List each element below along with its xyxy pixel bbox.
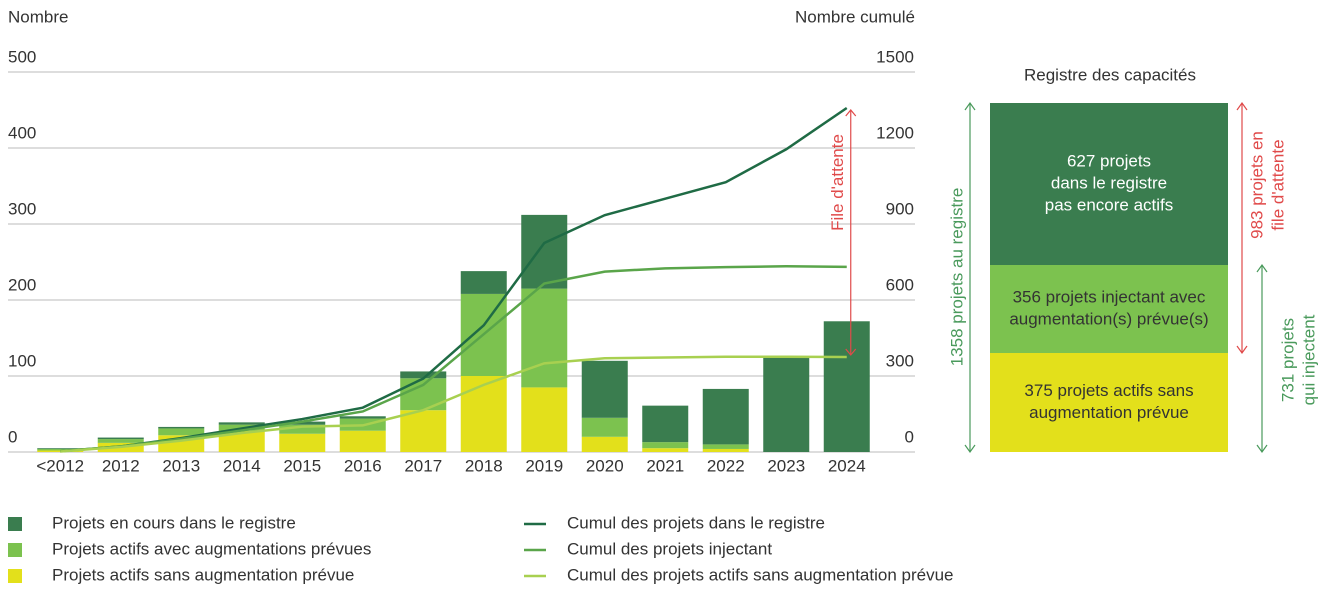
register-block bbox=[990, 103, 1228, 265]
legend-label: Cumul des projets actifs sans augmentati… bbox=[567, 565, 953, 584]
bar-segment bbox=[702, 444, 749, 449]
bar-segment bbox=[400, 371, 447, 379]
cumulative-line bbox=[60, 265, 847, 453]
bar-segment bbox=[642, 442, 689, 449]
bar-segment bbox=[37, 448, 84, 449]
bar-segment bbox=[642, 405, 689, 443]
bar-segment bbox=[339, 416, 386, 419]
bracket-label: qui injectent bbox=[1299, 314, 1318, 405]
y-tick-label: 300 bbox=[8, 199, 36, 218]
legend-swatch bbox=[8, 517, 22, 531]
legend-swatch bbox=[8, 569, 22, 583]
x-tick-label: 2018 bbox=[465, 456, 503, 475]
y-tick-label: 400 bbox=[8, 123, 36, 142]
register-text: dans le registre bbox=[1051, 173, 1167, 192]
bar-segment bbox=[642, 448, 689, 452]
bar-segment bbox=[521, 288, 568, 388]
x-tick-label: 2015 bbox=[283, 456, 321, 475]
register-text: augmentation prévue bbox=[1029, 403, 1189, 422]
register-text: augmentation(s) prévue(s) bbox=[1009, 309, 1208, 328]
bar-segment bbox=[279, 424, 326, 434]
y2-tick-label: 300 bbox=[886, 351, 914, 370]
bar-segment bbox=[218, 430, 265, 452]
bar-segment bbox=[521, 387, 568, 452]
y2-tick-label: 1500 bbox=[876, 47, 914, 66]
bracket-label: file d'attente bbox=[1268, 139, 1287, 230]
bar-segment bbox=[581, 417, 628, 437]
x-tick-label: 2017 bbox=[404, 456, 442, 475]
arrow-head bbox=[964, 101, 976, 454]
bar-segment bbox=[702, 448, 749, 452]
register-text: 356 projets injectant avec bbox=[1013, 287, 1206, 306]
legend-label: Projets actifs sans augmentation prévue bbox=[52, 565, 354, 584]
y-tick-label: 500 bbox=[8, 47, 36, 66]
bar-segment bbox=[823, 321, 870, 452]
bar-segment bbox=[97, 437, 144, 440]
register-block bbox=[990, 265, 1228, 353]
bracket-label: 731 projets bbox=[1278, 318, 1297, 402]
bar-segment bbox=[581, 360, 628, 418]
y2-tick-label: 600 bbox=[886, 275, 914, 294]
legend-swatch bbox=[8, 543, 22, 557]
bar-segment bbox=[460, 271, 507, 294]
panel-title: Registre des capacités bbox=[1024, 65, 1196, 84]
register-text: pas encore actifs bbox=[1045, 195, 1174, 214]
x-tick-label: 2012 bbox=[102, 456, 140, 475]
legend-label: Cumul des projets injectant bbox=[567, 539, 772, 558]
x-tick-label: 2014 bbox=[223, 456, 261, 475]
y2-tick-label: 0 bbox=[905, 427, 914, 446]
bar-segment bbox=[339, 430, 386, 452]
legend-label: Cumul des projets dans le registre bbox=[567, 513, 825, 532]
y-tick-label: 100 bbox=[8, 351, 36, 370]
y2-tick-label: 900 bbox=[886, 199, 914, 218]
register-text: 375 projets actifs sans bbox=[1024, 381, 1193, 400]
x-tick-label: 2023 bbox=[767, 456, 805, 475]
arrow-head bbox=[1256, 263, 1268, 454]
legend-label: Projets actifs avec augmentations prévue… bbox=[52, 539, 371, 558]
bar-segment bbox=[158, 428, 205, 436]
x-tick-label: 2020 bbox=[586, 456, 624, 475]
annotation: File d'attente bbox=[828, 134, 847, 231]
bracket-label: 983 projets en bbox=[1247, 131, 1266, 239]
legend-label: Projets en cours dans le registre bbox=[52, 513, 296, 532]
arrow-head bbox=[1236, 101, 1248, 355]
bar-segment bbox=[460, 376, 507, 452]
x-tick-label: 2021 bbox=[646, 456, 684, 475]
bar-segment bbox=[279, 421, 326, 425]
y-tick-label: 0 bbox=[8, 427, 17, 446]
register-text: 627 projets bbox=[1067, 151, 1151, 170]
arrow-head bbox=[845, 109, 857, 356]
bar-segment bbox=[158, 426, 205, 429]
x-tick-label: 2013 bbox=[162, 456, 200, 475]
bar-segment bbox=[97, 439, 144, 443]
bar-segment bbox=[763, 356, 810, 452]
x-tick-label: 2024 bbox=[828, 456, 866, 475]
register-block bbox=[990, 353, 1228, 452]
bar-segment bbox=[279, 433, 326, 452]
x-tick-label: 2019 bbox=[525, 456, 563, 475]
bracket-label: 1358 projets au registre bbox=[947, 188, 966, 367]
bar-segment bbox=[400, 410, 447, 452]
bar-segment bbox=[218, 422, 265, 425]
bar-segment bbox=[581, 436, 628, 452]
bar-segment bbox=[400, 378, 447, 411]
y-tick-label: 200 bbox=[8, 275, 36, 294]
x-tick-label: 2022 bbox=[707, 456, 745, 475]
y2-tick-label: 1200 bbox=[876, 123, 914, 142]
x-tick-label: 2016 bbox=[344, 456, 382, 475]
y-axis-label: Nombre bbox=[8, 7, 68, 26]
y2-axis-label: Nombre cumulé bbox=[795, 7, 915, 26]
bar-segment bbox=[521, 214, 568, 289]
bar-segment bbox=[37, 448, 84, 451]
cumulative-line bbox=[60, 355, 847, 453]
x-tick-label: <2012 bbox=[36, 456, 84, 475]
bar-segment bbox=[702, 388, 749, 445]
